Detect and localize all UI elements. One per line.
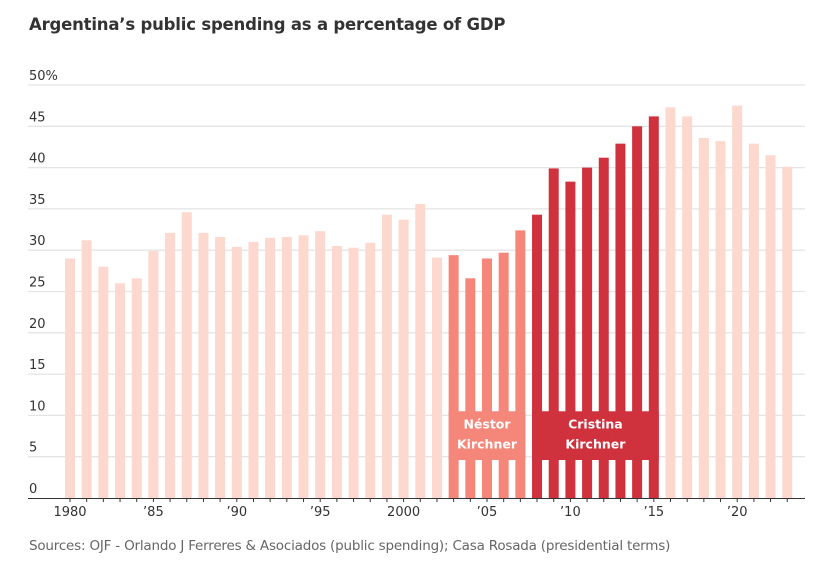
x-tick-label: ’10	[560, 505, 581, 520]
bar	[315, 231, 326, 498]
x-tick-label: ’95	[310, 505, 331, 520]
bar	[632, 126, 643, 499]
bar	[748, 143, 759, 498]
bar	[198, 232, 209, 498]
bar	[532, 214, 543, 498]
bar	[231, 246, 242, 498]
bar	[365, 242, 376, 498]
bar	[732, 105, 743, 499]
x-tick-label: ’85	[143, 505, 164, 520]
term-labels: Néstor Kirchner Cristina Kirchner	[457, 416, 626, 451]
bar	[648, 116, 659, 498]
y-tick-label: 15	[29, 358, 46, 373]
bar	[582, 167, 593, 498]
bar	[665, 107, 676, 498]
x-tick-label: ’90	[226, 505, 247, 520]
y-tick-label: 40	[29, 152, 46, 167]
x-tick-label: ’05	[477, 505, 498, 520]
term-label: Kirchner	[457, 436, 518, 451]
bar	[181, 212, 192, 499]
bar	[98, 266, 109, 498]
y-axis-ticks: 0 5 10 15 20 25 30 35 40 45 50%	[29, 69, 58, 497]
x-tick-label: ’15	[643, 505, 664, 520]
bar	[498, 252, 509, 498]
bar	[415, 203, 426, 498]
bar	[565, 181, 576, 498]
bar	[148, 251, 159, 498]
bar	[215, 236, 226, 498]
x-axis: 1980 ’85 ’90 ’95 2000 ’05 ’10 ’15 ’20	[28, 498, 805, 520]
y-tick-label: 0	[29, 482, 37, 497]
bar	[448, 255, 459, 498]
bar	[331, 246, 342, 498]
bar	[765, 155, 776, 498]
bar	[615, 143, 626, 498]
term-label: Kirchner	[565, 436, 626, 451]
bar	[548, 168, 559, 498]
chart-title: Argentina’s public spending as a percent…	[29, 15, 506, 34]
y-tick-label: 5	[29, 441, 37, 456]
x-tick-label: 1980	[53, 505, 86, 520]
bar	[515, 230, 526, 498]
bar	[65, 258, 75, 498]
bar	[81, 240, 92, 498]
bar	[281, 236, 292, 498]
bar	[248, 241, 259, 498]
bar	[698, 137, 709, 498]
term-label: Cristina	[568, 416, 623, 431]
x-tick-label: ’20	[727, 505, 748, 520]
x-tick-label: 2000	[387, 505, 420, 520]
bar	[598, 157, 609, 499]
bar	[682, 116, 693, 498]
y-tick-label: 45	[29, 110, 46, 125]
bar	[398, 219, 409, 498]
bar	[715, 141, 726, 498]
bar	[482, 258, 492, 498]
y-tick-label: 50%	[29, 69, 58, 84]
bar	[431, 257, 442, 498]
y-tick-label: 20	[29, 317, 46, 332]
bar	[381, 214, 392, 498]
bar	[115, 283, 126, 498]
source-note: Sources: OJF - Orlando J Ferreres & Asoc…	[29, 538, 671, 554]
bars	[65, 105, 793, 499]
y-tick-label: 10	[29, 399, 46, 414]
bar	[782, 166, 793, 499]
bar	[298, 235, 309, 498]
term-label: Néstor	[463, 416, 511, 431]
y-tick-label: 25	[29, 276, 46, 291]
bar	[131, 278, 142, 498]
y-tick-label: 30	[29, 234, 46, 249]
bar	[465, 278, 476, 498]
bar	[265, 237, 276, 498]
bar	[165, 232, 176, 498]
bar	[348, 247, 359, 498]
y-tick-label: 35	[29, 193, 46, 208]
